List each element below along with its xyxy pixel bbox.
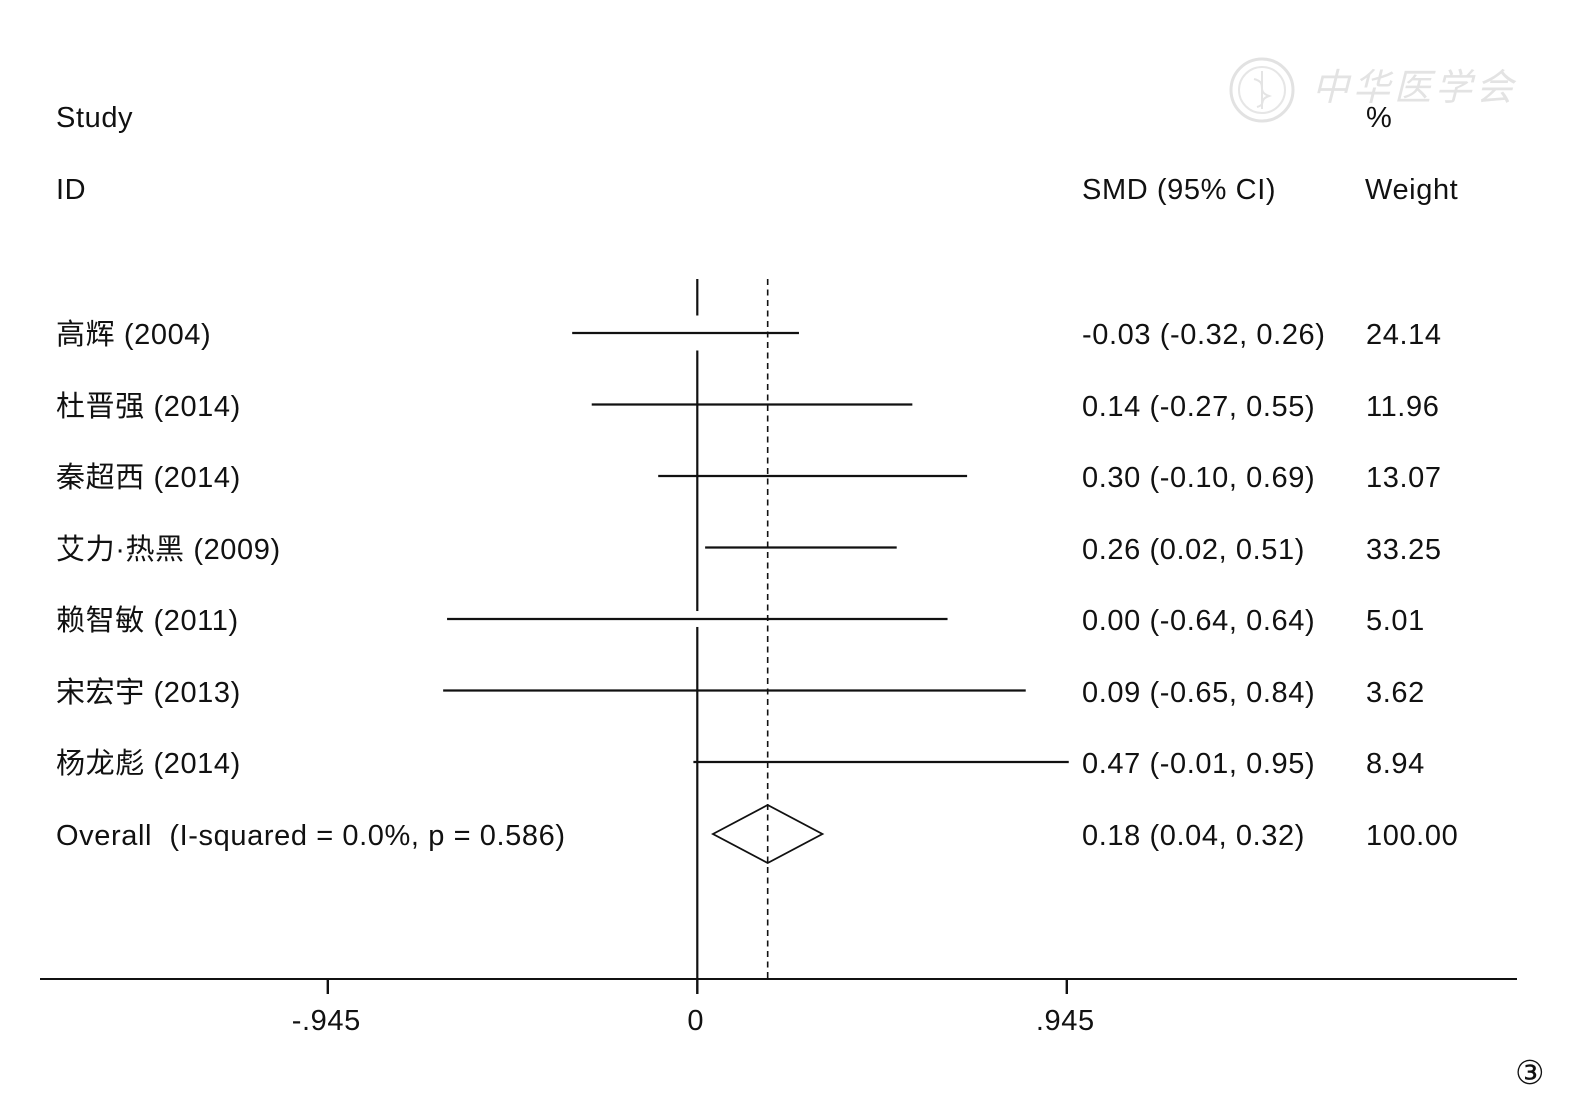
panel-marker: ③ (1515, 1053, 1545, 1092)
weight-value: 8.94 (1366, 748, 1425, 780)
smd-ci-value: 0.30 (-0.10, 0.69) (1082, 462, 1316, 494)
watermark-text: 中华医学会 (1312, 66, 1517, 109)
study-row: 秦超西 (2014) 0.30 (-0.10, 0.69) 13.07 (0, 461, 1594, 495)
weight-value: 3.62 (1366, 676, 1425, 709)
weight-value: 5.01 (1366, 605, 1425, 637)
weight-value: 13.07 (1366, 462, 1442, 494)
overall-diamond (711, 803, 825, 865)
header-id: ID (56, 174, 87, 206)
overall-row: Overall (I-squared = 0.0%, p = 0.586) 0.1… (0, 819, 1594, 853)
study-row: 艾力·热黑 (2009) 0.26 (0.02, 0.51) 33.25 (0, 533, 1594, 567)
study-label: 杜晋强 (2014) (56, 390, 241, 423)
study-label: 宋宏宇 (2013) (56, 676, 241, 709)
x-axis-tick-label: 0 (687, 1005, 705, 1037)
header-estimate: SMD (95% CI) (1082, 174, 1277, 206)
header-study: Study (56, 102, 134, 134)
header-weight: Weight (1365, 174, 1459, 206)
weight-value: 100.00 (1366, 819, 1459, 852)
x-axis-tick-label: .945 (1035, 1005, 1095, 1037)
study-row: 杜晋强 (2014) 0.14 (-0.27, 0.55) 11.96 (0, 390, 1594, 424)
smd-ci-value: 0.00 (-0.64, 0.64) (1082, 605, 1316, 637)
overall-label: Overall (I-squared = 0.0%, p = 0.586) (56, 819, 566, 852)
study-label: 秦超西 (2014) (56, 462, 241, 494)
smd-ci-value: 0.47 (-0.01, 0.95) (1082, 748, 1316, 780)
smd-ci-value: -0.03 (-0.32, 0.26) (1082, 319, 1326, 351)
study-label: 赖智敏 (2011) (56, 605, 239, 637)
study-row: 宋宏宇 (2013) 0.09 (-0.65, 0.84) 3.62 (0, 676, 1594, 710)
header-percent: % (1366, 102, 1393, 134)
weight-value: 11.96 (1366, 390, 1440, 423)
smd-ci-value: 0.18 (0.04, 0.32) (1082, 819, 1306, 852)
weight-value: 33.25 (1366, 533, 1442, 566)
study-row: 杨龙彪 (2014) 0.47 (-0.01, 0.95) 8.94 (0, 747, 1594, 781)
study-row: 赖智敏 (2011) 0.00 (-0.64, 0.64) 5.01 (0, 604, 1594, 638)
smd-ci-value: 0.14 (-0.27, 0.55) (1082, 390, 1316, 423)
study-row: 高辉 (2004) -0.03 (-0.32, 0.26) 24.14 (0, 318, 1594, 352)
study-label: 杨龙彪 (2014) (56, 748, 241, 780)
seal-logo-icon (1229, 57, 1295, 123)
weight-value: 24.14 (1366, 319, 1442, 351)
study-label: 高辉 (2004) (56, 319, 212, 351)
study-label: 艾力·热黑 (2009) (56, 533, 281, 566)
smd-ci-value: 0.09 (-0.65, 0.84) (1082, 676, 1316, 709)
x-axis-tick-label: -.945 (291, 1005, 361, 1037)
smd-ci-value: 0.26 (0.02, 0.51) (1082, 533, 1306, 566)
